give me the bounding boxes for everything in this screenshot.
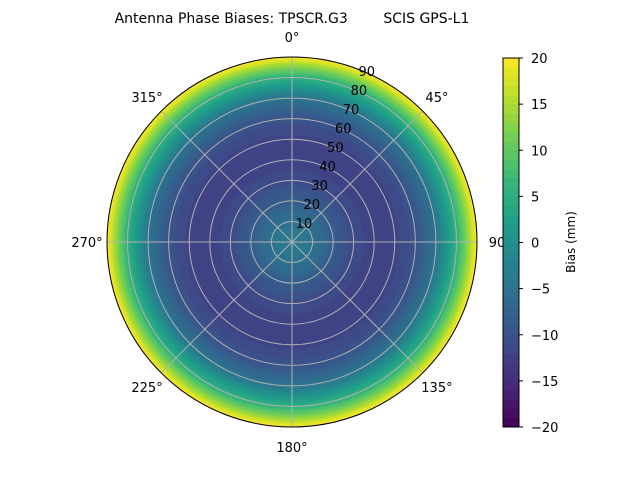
colorbar-tick-label: 0 xyxy=(531,237,539,252)
radial-tick-label: 60 xyxy=(335,122,352,137)
colorbar-segment xyxy=(503,168,519,179)
colorbar-tick-label: −20 xyxy=(531,421,558,436)
colorbar-segment xyxy=(503,260,519,271)
colorbar-segment xyxy=(503,307,519,317)
colorbar-segment xyxy=(503,113,519,124)
angle-tick-labels: 0° 45° 90 135° 180° 225° 270° 315° xyxy=(71,31,505,456)
angle-tick-label: 0° xyxy=(285,31,300,46)
colorbar-segment xyxy=(503,76,519,87)
radial-tick-label: 90 xyxy=(359,65,376,80)
colorbar-segment xyxy=(503,159,519,170)
colorbar-segment xyxy=(503,233,519,243)
colorbar-segment xyxy=(503,58,519,68)
colorbar-segment xyxy=(503,371,519,382)
colorbar-segment xyxy=(503,141,519,151)
colorbar-segment xyxy=(503,85,519,96)
colorbar-ticks: 20 15 10 5 0 −5 −10 −15 −20 xyxy=(519,52,558,436)
colorbar-segment xyxy=(503,390,519,400)
colorbar-segment xyxy=(503,94,519,105)
colorbar-segment xyxy=(503,288,519,299)
colorbar-tick-label: 15 xyxy=(531,98,548,113)
angle-tick-label: 135° xyxy=(421,381,452,396)
angle-tick-label: 225° xyxy=(131,381,162,396)
colorbar-segment xyxy=(503,242,519,253)
polar-frame xyxy=(106,56,478,428)
colorbar-segment xyxy=(503,205,519,216)
colorbar-segment xyxy=(503,399,519,410)
radial-tick-label: 50 xyxy=(327,141,344,156)
colorbar-tick-label: 20 xyxy=(531,52,548,67)
angle-tick-label: 270° xyxy=(71,236,102,251)
colorbar-segment xyxy=(503,67,519,77)
colorbar-segment xyxy=(503,343,519,354)
angle-tick-label: 180° xyxy=(276,441,307,456)
radial-tick-label: 80 xyxy=(351,84,368,99)
colorbar-segment xyxy=(503,104,519,114)
angular-gridline xyxy=(291,241,424,374)
colorbar-segment xyxy=(503,224,519,234)
polar-grid xyxy=(106,56,478,428)
colorbar-label: Bias (mm) xyxy=(564,211,578,273)
colorbar-segment xyxy=(503,297,519,308)
colorbar-segment xyxy=(503,362,519,373)
colorbar-tick-label: −10 xyxy=(531,329,558,344)
colorbar-segment xyxy=(503,353,519,363)
radial-tick-label: 40 xyxy=(319,160,336,175)
colorbar-tick-label: 10 xyxy=(531,144,548,159)
radial-tick-labels: 10 20 30 40 50 60 70 80 90 xyxy=(296,65,375,232)
angular-gridline xyxy=(291,110,424,243)
colorbar-segment xyxy=(503,408,519,419)
colorbar-segment xyxy=(503,150,519,160)
colorbar-segment xyxy=(503,196,519,207)
colorbar-segment xyxy=(503,270,519,280)
radial-tick-label: 30 xyxy=(311,179,328,194)
colorbar-segment xyxy=(503,187,519,197)
colorbar-segment xyxy=(503,131,519,142)
colorbar-segment xyxy=(503,214,519,225)
colorbar-segment xyxy=(503,316,519,327)
angle-tick-label: 315° xyxy=(131,91,162,106)
colorbar-segment xyxy=(503,177,519,188)
colorbar-segment xyxy=(503,122,519,133)
colorbar-tick-label: −15 xyxy=(531,375,558,390)
angle-tick-label: 45° xyxy=(425,91,448,106)
colorbar-segment xyxy=(503,279,519,290)
colorbar-segment xyxy=(503,251,519,262)
angular-gridline xyxy=(160,241,293,374)
colorbar-tick-label: 5 xyxy=(531,190,539,205)
colorbar-segment xyxy=(503,325,519,336)
colorbar-segment xyxy=(503,380,519,391)
radial-tick-label: 10 xyxy=(296,217,313,232)
colorbar-tick-label: −5 xyxy=(531,283,550,298)
angular-gridline xyxy=(160,110,293,243)
colorbar-segment xyxy=(503,334,519,345)
colorbar-segment xyxy=(503,417,519,428)
radial-tick-label: 20 xyxy=(303,198,320,213)
chart-title: Antenna Phase Biases: TPSCR.G3 SCIS GPS-… xyxy=(115,11,470,27)
colorbar xyxy=(502,57,520,428)
angle-tick-label: 90 xyxy=(489,236,506,251)
radial-tick-label: 70 xyxy=(343,103,360,118)
